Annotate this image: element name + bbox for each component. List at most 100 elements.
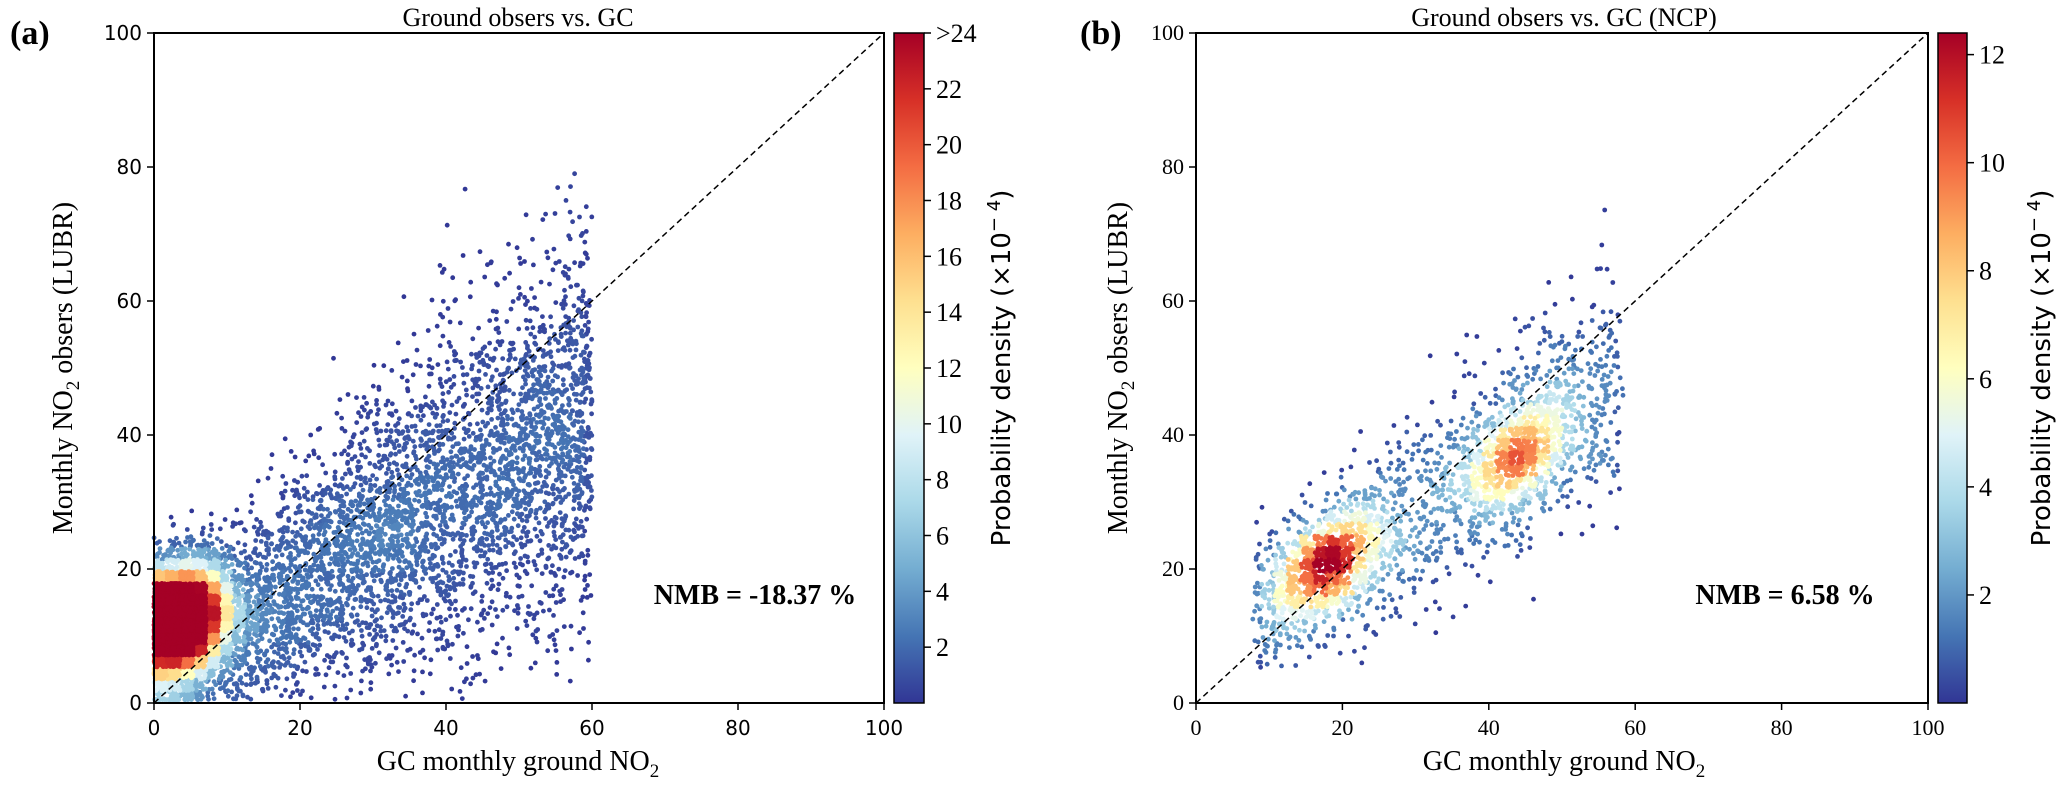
scatter-point <box>339 588 345 594</box>
scatter-point <box>260 686 266 692</box>
scatter-point <box>382 549 388 555</box>
scatter-point <box>226 548 232 554</box>
scatter-point <box>579 314 585 320</box>
scatter-point <box>284 676 290 682</box>
scatter-point <box>384 437 390 443</box>
scatter-point <box>302 548 308 554</box>
scatter-point <box>453 607 458 612</box>
scatter-point <box>446 491 452 496</box>
scatter-point <box>395 467 400 473</box>
scatter-point <box>533 433 538 439</box>
scatter-point <box>394 659 400 665</box>
scatter-point <box>411 577 416 583</box>
scatter-point <box>448 552 453 558</box>
scatter-point <box>389 662 394 668</box>
scatter-point <box>495 527 500 533</box>
scatter-point <box>344 695 350 701</box>
scatter-point <box>462 186 468 192</box>
scatter-point <box>567 459 573 464</box>
scatter-point <box>357 647 362 653</box>
scatter-point <box>460 365 465 370</box>
scatter-point <box>425 444 431 450</box>
scatter-point <box>415 527 421 533</box>
scatter-point <box>523 396 529 402</box>
scatter-point <box>572 260 577 266</box>
scatter-point <box>290 579 296 584</box>
scatter-point <box>337 397 343 402</box>
scatter-point <box>378 598 383 604</box>
scatter-point <box>340 514 346 520</box>
scatter-point <box>587 457 593 463</box>
scatter-point <box>403 435 408 441</box>
scatter-point <box>171 521 177 527</box>
scatter-point <box>370 538 376 544</box>
scatter-point <box>496 581 502 587</box>
scatter-point <box>584 310 589 316</box>
scatter-point <box>482 543 487 548</box>
scatter-point <box>362 522 367 527</box>
scatter-point <box>183 558 189 564</box>
scatter-point <box>579 392 584 397</box>
scatter-point <box>439 487 445 493</box>
scatter-point <box>443 617 449 623</box>
scatter-point <box>378 634 384 639</box>
scatter-point <box>306 568 312 573</box>
scatter-point <box>390 566 395 571</box>
scatter-point <box>525 529 531 535</box>
scatter-point <box>401 601 407 607</box>
scatter-point <box>521 466 527 471</box>
scatter-point <box>376 510 382 516</box>
scatter-point <box>482 562 488 567</box>
scatter-point <box>300 620 306 626</box>
scatter-point <box>255 532 261 537</box>
scatter-point <box>445 306 451 311</box>
scatter-point <box>538 402 544 407</box>
scatter-point <box>493 316 499 322</box>
scatter-point <box>348 471 354 476</box>
scatter-point <box>569 646 574 652</box>
scatter-point <box>571 303 577 309</box>
scatter-point <box>383 633 389 639</box>
scatter-point <box>348 487 353 492</box>
scatter-point <box>420 540 426 546</box>
scatter-point <box>359 452 365 458</box>
scatter-point <box>385 422 391 427</box>
scatter-point <box>549 518 554 523</box>
scatter-point <box>514 245 520 251</box>
scatter-point <box>578 519 584 524</box>
scatter-point <box>470 580 475 586</box>
scatter-point <box>589 397 595 403</box>
scatter-point <box>538 488 543 493</box>
scatter-point <box>375 528 381 534</box>
scatter-point <box>555 185 561 191</box>
scatter-point <box>503 456 509 462</box>
scatter-point <box>569 338 575 344</box>
scatter-point <box>452 420 458 426</box>
scatter-point <box>523 212 529 218</box>
scatter-point <box>370 383 376 389</box>
scatter-point <box>432 414 438 420</box>
scatter-point <box>552 400 558 406</box>
scatter-point <box>271 642 277 647</box>
scatter-point <box>509 416 515 422</box>
scatter-point <box>300 668 305 674</box>
scatter-point <box>315 647 320 652</box>
scatter-point <box>465 473 470 479</box>
scatter-point <box>381 628 387 633</box>
scatter-point <box>325 597 330 603</box>
scatter-point <box>436 573 441 578</box>
scatter-point <box>520 448 526 454</box>
scatter-point <box>290 529 295 535</box>
scatter-point <box>470 536 476 542</box>
scatter-point <box>553 515 559 521</box>
scatter-point <box>487 491 493 497</box>
scatter-point <box>561 597 566 603</box>
scatter-point <box>584 385 590 391</box>
scatter-point <box>154 686 160 692</box>
scatter-point <box>238 520 244 525</box>
scatter-point <box>487 532 493 538</box>
scatter-point <box>326 630 331 635</box>
scatter-point <box>582 577 587 583</box>
scatter-point <box>358 574 364 579</box>
scatter-point <box>273 565 278 571</box>
